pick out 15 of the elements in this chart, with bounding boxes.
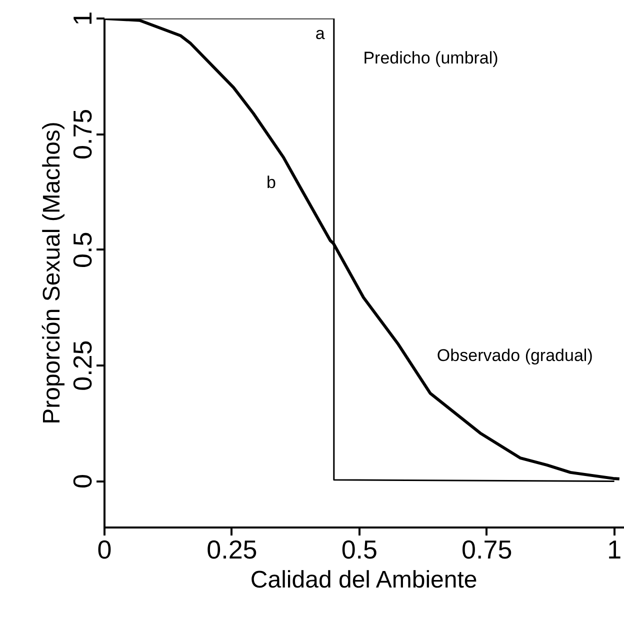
x-axis-title: Calidad del Ambiente [250, 566, 478, 594]
x-tick-label: 0.25 [206, 534, 258, 564]
x-tick-label: 1 [607, 534, 622, 564]
x-tick-label: 0.5 [341, 534, 378, 564]
y-axis-title: Proporción Sexual (Machos) [38, 122, 66, 424]
y-tick-label: 1 [68, 11, 98, 26]
annotation: Observado (gradual) [436, 346, 593, 365]
annotation: b [266, 172, 276, 192]
y-tick-label: 0.25 [68, 340, 98, 391]
y-tick-label: 0.75 [68, 108, 98, 160]
y-tick-label: 0.5 [68, 232, 98, 268]
y-tick-label: 0 [68, 474, 98, 488]
annotation: a [315, 24, 326, 43]
x-tick-label: 0.75 [462, 534, 512, 564]
annotation: Predicho (umbral) [363, 48, 498, 68]
